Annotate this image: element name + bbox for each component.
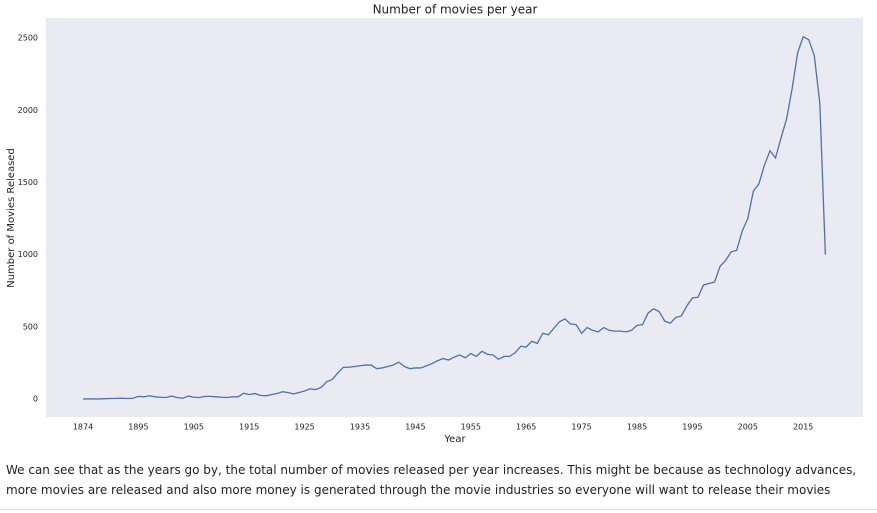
x-tick-label: 2015 bbox=[793, 423, 813, 432]
y-tick-label: 500 bbox=[23, 322, 38, 331]
x-tick-label: 1955 bbox=[461, 423, 481, 432]
divider bbox=[0, 509, 877, 510]
x-tick-label: 1895 bbox=[128, 423, 148, 432]
y-tick-label: 2000 bbox=[18, 106, 38, 115]
x-tick-label: 1905 bbox=[184, 423, 204, 432]
x-tick-label: 1985 bbox=[627, 423, 647, 432]
x-axis-label: Year bbox=[443, 434, 466, 445]
x-tick-label: 1935 bbox=[350, 423, 370, 432]
chart-title: Number of movies per year bbox=[373, 3, 538, 17]
plot-area bbox=[46, 18, 863, 417]
y-tick-label: 2500 bbox=[18, 34, 38, 43]
y-tick-label: 0 bbox=[33, 394, 38, 403]
x-tick-label: 1975 bbox=[571, 423, 591, 432]
x-tick-label: 1915 bbox=[239, 423, 259, 432]
y-axis-label: Number of Movies Released bbox=[6, 148, 17, 288]
line-series bbox=[83, 35, 827, 400]
x-tick-label: 2005 bbox=[738, 423, 758, 432]
x-tick-label: 1945 bbox=[405, 423, 425, 432]
y-tick-label: 1500 bbox=[18, 178, 38, 187]
x-tick-label: 1925 bbox=[294, 423, 314, 432]
chart: Number of movies per year Year Number of… bbox=[6, 3, 863, 445]
x-tick-label: 1965 bbox=[516, 423, 536, 432]
x-tick-label: 1995 bbox=[682, 423, 702, 432]
description: We can see that as the years go by, the … bbox=[6, 463, 857, 497]
y-tick-label: 1000 bbox=[18, 250, 38, 259]
x-tick-label: 1874 bbox=[73, 423, 93, 432]
